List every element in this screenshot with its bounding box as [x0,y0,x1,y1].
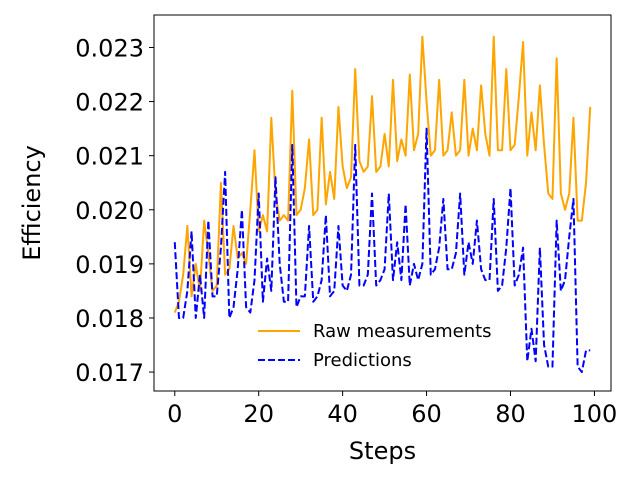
x-tick-label: 40 [327,400,358,428]
x-tick-label: 80 [495,400,526,428]
y-tick-label: 0.022 [75,89,144,117]
x-tick-label: 60 [411,400,442,428]
y-tick-label: 0.019 [75,251,144,279]
x-tick-label: 20 [243,400,274,428]
x-tick-label: 100 [572,400,618,428]
legend-label-predictions: Predictions [313,350,412,371]
y-tick-label: 0.017 [75,359,144,387]
legend-label-raw-measurements: Raw measurements [313,321,492,342]
y-tick-label: 0.018 [75,305,144,333]
series-line-raw-measurements [173,35,592,313]
plot-frame [153,14,612,392]
x-axis-label: Steps [349,437,416,465]
y-axis-ticks: 0.017 0.018 0.019 0.020 0.021 0.022 0.023 [75,34,154,387]
y-tick-label: 0.023 [75,34,144,62]
y-tick-label: 0.020 [75,197,144,225]
legend: Raw measurements Predictions [258,321,492,371]
y-axis-label: Efficiency [18,145,46,261]
series-line-predictions [173,127,591,374]
plot-area [173,35,592,374]
y-tick-label: 0.021 [75,143,144,171]
x-tick-label: 0 [167,400,182,428]
x-axis-ticks: 0 20 40 60 80 100 [167,391,617,428]
